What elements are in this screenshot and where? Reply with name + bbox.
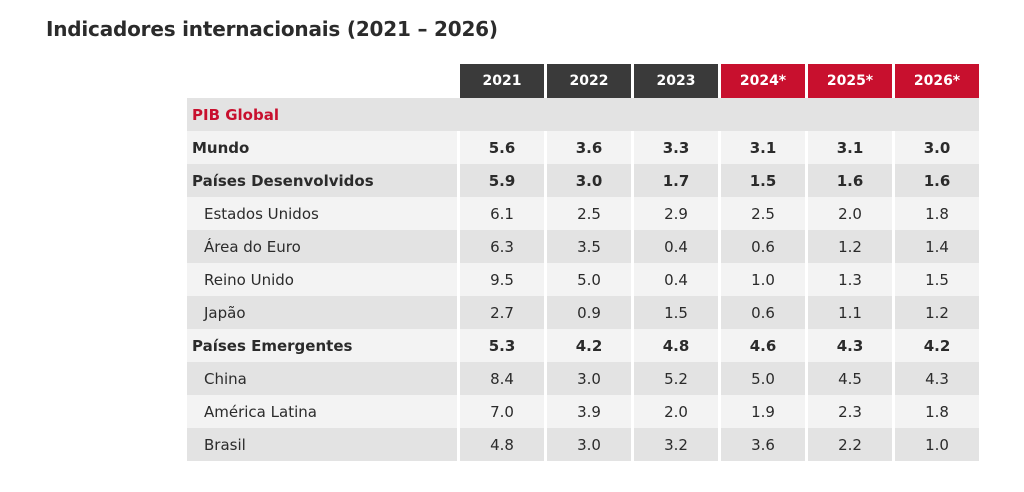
value-cell: 5.2 — [631, 362, 718, 395]
value-cell: 1.5 — [718, 164, 805, 197]
value-cell: 5.3 — [457, 329, 544, 362]
table-row: América Latina 7.0 3.9 2.0 1.9 2.3 1.8 — [187, 395, 979, 428]
row-label: Reino Unido — [187, 263, 457, 296]
value-cell: 5.0 — [718, 362, 805, 395]
table-row: Países Emergentes 5.3 4.2 4.8 4.6 4.3 4.2 — [187, 329, 979, 362]
year-header-2025: 2025* — [805, 64, 892, 98]
table-row: Países Desenvolvidos 5.9 3.0 1.7 1.5 1.6 1.6 — [187, 164, 979, 197]
blank-header-cell — [187, 64, 457, 98]
value-cell: 1.3 — [805, 263, 892, 296]
value-cell: 3.5 — [544, 230, 631, 263]
row-label: China — [187, 362, 457, 395]
value-cell: 3.6 — [544, 131, 631, 164]
value-cell: 6.3 — [457, 230, 544, 263]
value-cell: 5.0 — [544, 263, 631, 296]
page-title: Indicadores internacionais (2021 – 2026) — [46, 17, 498, 41]
year-header-2026: 2026* — [892, 64, 979, 98]
value-cell: 1.2 — [892, 296, 979, 329]
value-cell: 1.0 — [892, 428, 979, 461]
row-label: Japão — [187, 296, 457, 329]
table-row: Área do Euro 6.3 3.5 0.4 0.6 1.2 1.4 — [187, 230, 979, 263]
value-cell: 1.5 — [892, 263, 979, 296]
table-row: Brasil 4.8 3.0 3.2 3.6 2.2 1.0 — [187, 428, 979, 461]
value-cell: 2.7 — [457, 296, 544, 329]
value-cell: 4.6 — [718, 329, 805, 362]
value-cell: 3.0 — [892, 131, 979, 164]
value-cell: 8.4 — [457, 362, 544, 395]
row-label: Países Desenvolvidos — [187, 164, 457, 197]
value-cell: 3.2 — [631, 428, 718, 461]
row-label: América Latina — [187, 395, 457, 428]
value-cell: 2.0 — [631, 395, 718, 428]
row-label: Área do Euro — [187, 230, 457, 263]
value-cell: 5.6 — [457, 131, 544, 164]
value-cell: 3.0 — [544, 362, 631, 395]
value-cell: 3.9 — [544, 395, 631, 428]
value-cell: 1.7 — [631, 164, 718, 197]
value-cell: 1.5 — [631, 296, 718, 329]
value-cell: 1.6 — [805, 164, 892, 197]
value-cell: 4.8 — [457, 428, 544, 461]
value-cell: 4.3 — [805, 329, 892, 362]
value-cell: 4.5 — [805, 362, 892, 395]
value-cell: 0.9 — [544, 296, 631, 329]
row-label: Mundo — [187, 131, 457, 164]
value-cell: 2.9 — [631, 197, 718, 230]
table-row: Japão 2.7 0.9 1.5 0.6 1.1 1.2 — [187, 296, 979, 329]
value-cell: 0.6 — [718, 296, 805, 329]
value-cell: 1.6 — [892, 164, 979, 197]
value-cell: 3.1 — [805, 131, 892, 164]
year-header-2023: 2023 — [631, 64, 718, 98]
row-label: Estados Unidos — [187, 197, 457, 230]
table-row: Reino Unido 9.5 5.0 0.4 1.0 1.3 1.5 — [187, 263, 979, 296]
year-header-2022: 2022 — [544, 64, 631, 98]
value-cell: 2.0 — [805, 197, 892, 230]
value-cell: 3.0 — [544, 164, 631, 197]
value-cell: 5.9 — [457, 164, 544, 197]
value-cell: 2.2 — [805, 428, 892, 461]
row-label: Brasil — [187, 428, 457, 461]
value-cell: 4.8 — [631, 329, 718, 362]
value-cell: 1.0 — [718, 263, 805, 296]
year-header-row: 2021 2022 2023 2024* 2025* 2026* — [187, 64, 979, 98]
value-cell: 3.1 — [718, 131, 805, 164]
value-cell: 1.8 — [892, 197, 979, 230]
table-row: Estados Unidos 6.1 2.5 2.9 2.5 2.0 1.8 — [187, 197, 979, 230]
value-cell: 0.4 — [631, 230, 718, 263]
value-cell: 6.1 — [457, 197, 544, 230]
value-cell: 3.6 — [718, 428, 805, 461]
value-cell: 2.5 — [544, 197, 631, 230]
value-cell: 4.3 — [892, 362, 979, 395]
value-cell: 9.5 — [457, 263, 544, 296]
value-cell: 1.9 — [718, 395, 805, 428]
value-cell: 3.3 — [631, 131, 718, 164]
value-cell: 1.2 — [805, 230, 892, 263]
table-row: China 8.4 3.0 5.2 5.0 4.5 4.3 — [187, 362, 979, 395]
indicators-table: 2021 2022 2023 2024* 2025* 2026* PIB Glo… — [187, 64, 979, 461]
value-cell: 7.0 — [457, 395, 544, 428]
value-cell: 0.6 — [718, 230, 805, 263]
section-row: PIB Global — [187, 98, 979, 131]
value-cell: 2.5 — [718, 197, 805, 230]
table-row: Mundo 5.6 3.6 3.3 3.1 3.1 3.0 — [187, 131, 979, 164]
value-cell: 2.3 — [805, 395, 892, 428]
year-header-2024: 2024* — [718, 64, 805, 98]
value-cell: 3.0 — [544, 428, 631, 461]
value-cell: 1.4 — [892, 230, 979, 263]
value-cell: 1.8 — [892, 395, 979, 428]
value-cell: 4.2 — [544, 329, 631, 362]
row-label: Países Emergentes — [187, 329, 457, 362]
value-cell: 0.4 — [631, 263, 718, 296]
section-label-pib-global: PIB Global — [187, 98, 979, 131]
value-cell: 4.2 — [892, 329, 979, 362]
year-header-2021: 2021 — [457, 64, 544, 98]
value-cell: 1.1 — [805, 296, 892, 329]
